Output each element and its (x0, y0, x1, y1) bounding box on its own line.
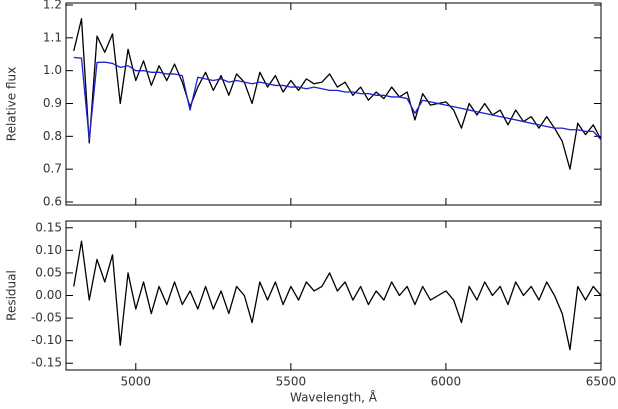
spectrum-line (73, 56, 602, 141)
y-tick-label: 0.6 (43, 195, 62, 209)
y-tick-label: -0.10 (31, 333, 62, 347)
y-axis-label: Relative flux (5, 67, 19, 141)
y-tick-label: 0.8 (43, 129, 62, 143)
y-tick-label: -0.05 (31, 311, 62, 325)
y-tick-label: -0.15 (31, 356, 62, 370)
spectrum-line (73, 18, 602, 170)
y-tick-label: 0.10 (35, 243, 62, 257)
y-tick-label: 0.7 (43, 162, 62, 176)
y-tick-label: 0.15 (35, 220, 62, 234)
x-tick-label: 5000 (121, 375, 152, 389)
plot-frame (65, 2, 602, 206)
spectrum-line (73, 240, 602, 351)
x-tick-label: 5500 (276, 375, 307, 389)
y-tick-label: 0.05 (35, 265, 62, 279)
y-tick-label: 0.9 (43, 96, 62, 110)
x-axis-label: Wavelength, Å (290, 390, 378, 405)
y-tick-label: 0.00 (35, 288, 62, 302)
x-tick-label: 6500 (586, 375, 617, 389)
y-tick-label: 1.1 (43, 30, 62, 44)
y-axis-label: Residual (5, 270, 19, 321)
x-tick-label: 6000 (431, 375, 462, 389)
y-tick-label: 1.0 (43, 63, 62, 77)
y-tick-label: 1.2 (43, 0, 62, 12)
